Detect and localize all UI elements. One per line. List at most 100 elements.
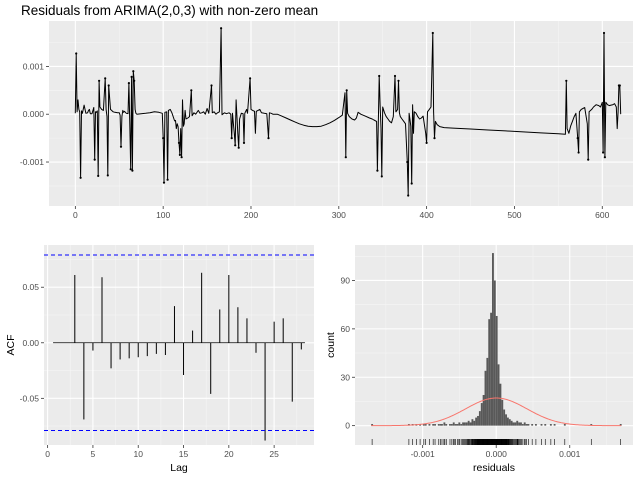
histogram-bar [449, 424, 451, 426]
histogram-bar [371, 424, 374, 426]
histogram-bar [422, 424, 425, 426]
acf-bars [44, 254, 314, 441]
histogram-bar [492, 253, 494, 426]
residual-point [127, 82, 130, 85]
histogram-bar [465, 422, 468, 426]
residual-point [166, 178, 169, 181]
histogram-bar [501, 399, 504, 426]
residual-point [98, 79, 101, 82]
residual-point [97, 174, 100, 177]
histogram-bar [437, 424, 440, 426]
histogram-bar [503, 409, 506, 426]
x-tick-label: 25 [269, 449, 279, 459]
residual-point [75, 52, 78, 55]
histogram-bar [477, 415, 479, 426]
acf-y-axis-label: ACF [5, 335, 17, 356]
histogram-bar [531, 424, 534, 426]
residual-point [249, 77, 252, 80]
histogram-bar [484, 370, 487, 426]
x-tick-label: 5 [91, 449, 96, 459]
histogram-rug [371, 439, 621, 445]
residual-point [104, 77, 107, 80]
residual-point [242, 141, 246, 144]
x-tick-label: 10 [133, 449, 143, 459]
histogram-bar [434, 424, 436, 426]
histogram-bar [521, 424, 524, 426]
histogram-bar [497, 364, 500, 426]
x-tick-label: 600 [595, 210, 609, 220]
residual-point [344, 156, 347, 159]
residual-point [602, 31, 606, 35]
residual-point [602, 151, 605, 154]
histogram-bar [482, 395, 485, 426]
histogram-bar [488, 319, 491, 426]
residual-point [587, 158, 590, 161]
histogram-bar [480, 403, 483, 426]
residual-point [425, 141, 428, 144]
residual-point [132, 70, 135, 73]
histogram-bar [443, 422, 446, 426]
residual-point [220, 27, 223, 30]
y-tick-label: -0.001 [20, 157, 44, 167]
histogram-bar [469, 422, 472, 426]
histogram-bar [527, 424, 530, 426]
normal-curve-line [371, 397, 622, 427]
histogram-bar [428, 424, 431, 426]
histogram-bar [563, 424, 566, 426]
histogram-bar [590, 424, 593, 426]
residual-point [162, 137, 165, 140]
histogram-y-axis-label: count [325, 332, 337, 358]
residual-point [234, 144, 237, 147]
histogram-bar [510, 420, 513, 426]
histogram-bar [473, 420, 476, 426]
residual-point [576, 137, 579, 140]
residual-point [618, 84, 621, 87]
histogram-bar [516, 420, 519, 426]
y-tick-label: 90 [341, 275, 351, 285]
histogram-bar [549, 424, 552, 426]
histogram-bars [371, 253, 622, 426]
residual-point [267, 137, 270, 140]
histogram-bar [452, 422, 455, 426]
histogram-bar [619, 424, 622, 426]
y-tick-label: 60 [341, 324, 351, 334]
residual-point [177, 141, 181, 144]
histogram-bar [467, 420, 470, 426]
residual-point [410, 182, 413, 185]
y-tick-label: 0 [345, 421, 350, 431]
y-tick-label: 0.05 [22, 282, 39, 292]
acf-x-axis-label: Lag [170, 462, 188, 474]
residual-point [407, 194, 410, 197]
y-tick-label: 30 [341, 372, 351, 382]
histogram-axis-ticks: -0.001 0.000 0.001 0 30 60 90 [341, 275, 581, 459]
residual-point [376, 169, 379, 172]
histogram-bar [462, 422, 464, 426]
residual-point [162, 181, 166, 184]
residual-point [106, 174, 109, 177]
histogram-bar [432, 424, 435, 426]
residual-point [129, 168, 132, 171]
residual-line [74, 27, 622, 196]
x-tick-label: 300 [332, 210, 346, 220]
histogram-bar [525, 424, 528, 426]
histogram-bar [445, 424, 448, 426]
histogram-bar [534, 424, 537, 426]
histogram-bar [454, 424, 457, 426]
residual-point [380, 175, 383, 178]
residual-point [237, 146, 240, 149]
histogram-bar [553, 424, 556, 426]
residual-point [230, 137, 233, 140]
residual-series [74, 27, 622, 197]
y-tick-label: -0.05 [20, 393, 40, 403]
histogram-bar [493, 280, 496, 426]
histogram-bar [520, 422, 522, 426]
y-tick-label: 0.00 [22, 338, 39, 348]
residual-point [603, 156, 607, 159]
acf-axis-ticks: 0 5 10 15 20 25 -0.05 0.00 0.05 [20, 282, 280, 459]
histogram-bar [523, 422, 526, 426]
x-tick-label: 15 [179, 449, 189, 459]
histogram-bar [471, 419, 474, 426]
x-tick-label: 200 [244, 210, 258, 220]
residual-point [190, 89, 193, 92]
histogram-bar [486, 357, 489, 426]
